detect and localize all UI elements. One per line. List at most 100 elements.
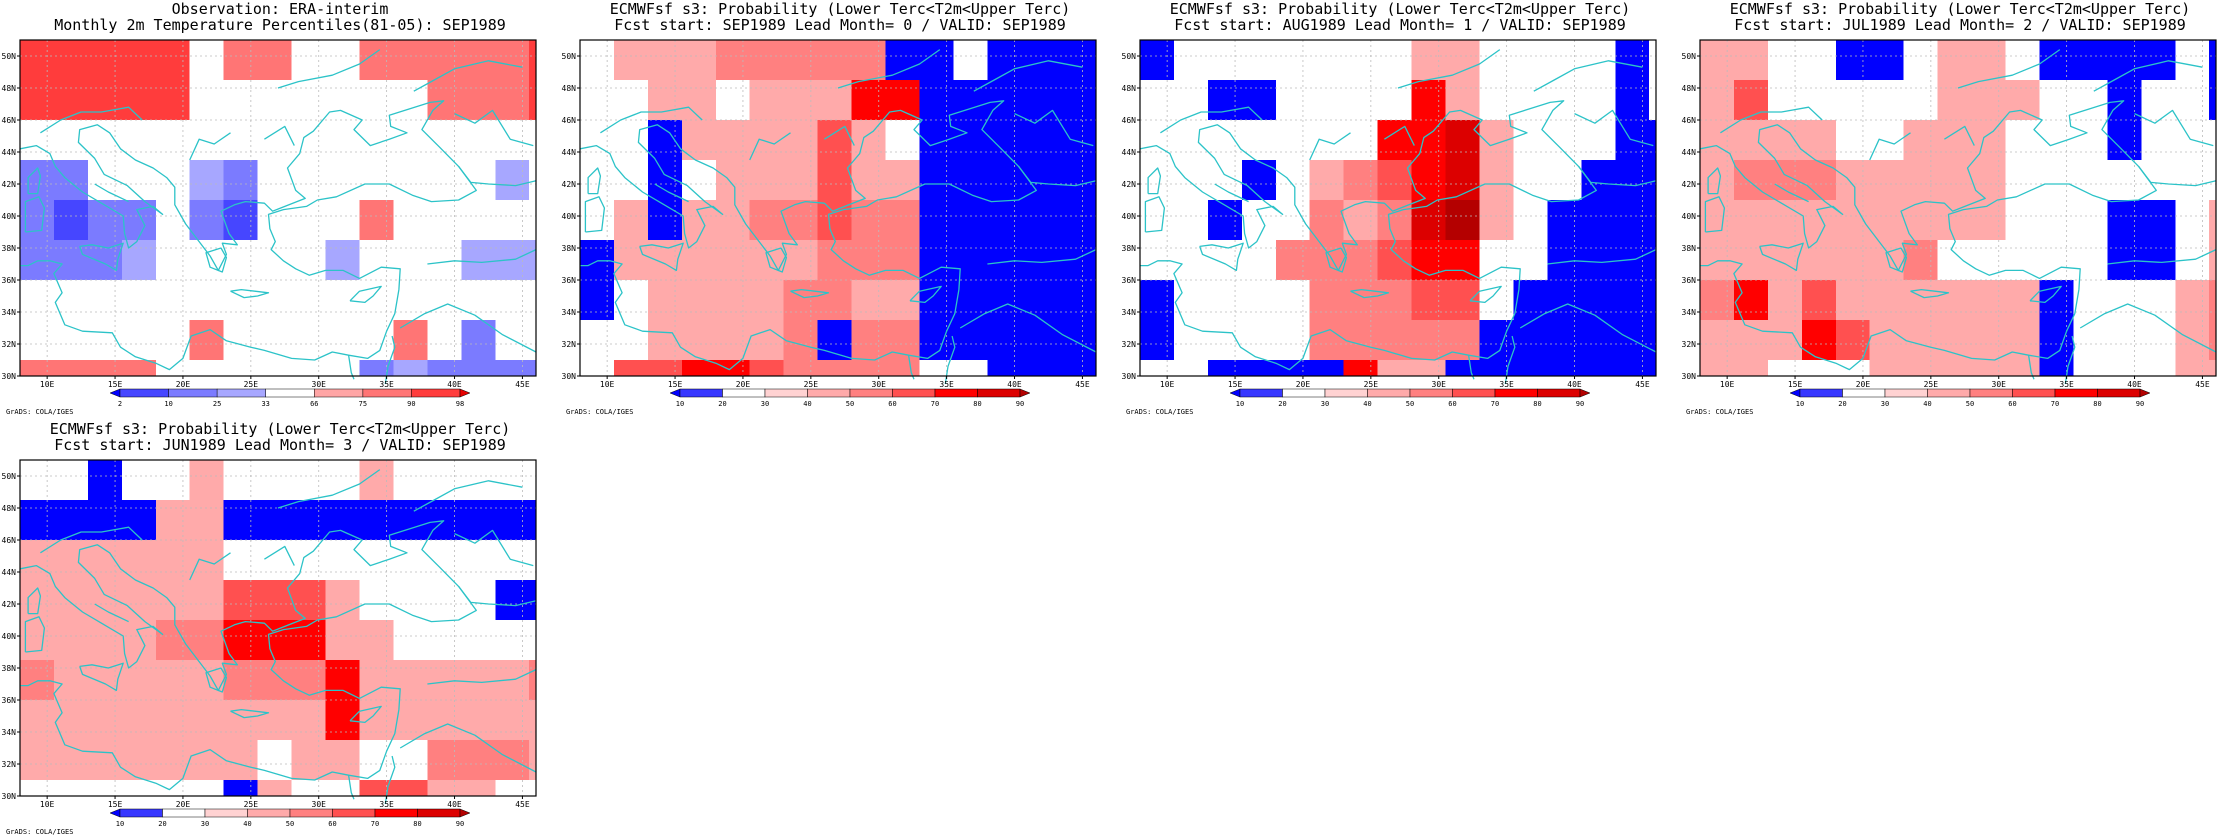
grid-cell	[1615, 160, 1650, 201]
grid-cell	[427, 620, 462, 661]
panel-title: ECMWFsf s3: Probability (Lower Terc<T2m<…	[609, 0, 1071, 18]
grid-cell	[1343, 240, 1379, 281]
grid-cell	[2039, 280, 2074, 321]
coastlines	[1699, 49, 2217, 385]
grid-cell	[885, 240, 920, 281]
colorbar-high-arrow	[1579, 388, 1591, 398]
grid-cell	[1767, 120, 1803, 161]
grid-cell	[291, 700, 327, 741]
grid-cell	[461, 460, 496, 501]
grid-cell	[427, 780, 462, 797]
panel-title: Observation: ERA-interim	[171, 0, 389, 18]
grid-cell	[529, 40, 537, 81]
grid-cell	[325, 80, 360, 121]
grid-cell	[851, 120, 887, 161]
grid-cell	[461, 240, 496, 281]
grid-cell	[2209, 360, 2217, 377]
grid-cell	[189, 40, 225, 81]
grid-cell	[121, 740, 157, 781]
coastline	[1957, 49, 2061, 89]
coastline	[1759, 242, 1804, 272]
grid-cell	[257, 580, 293, 621]
coastlines	[19, 49, 537, 385]
grid-cell	[257, 660, 293, 701]
grid-cell	[580, 280, 615, 321]
lon-tick-label: 30E	[312, 380, 327, 389]
grid-cell	[1275, 360, 1311, 377]
grid-cell	[1343, 320, 1379, 361]
grid-cell	[1649, 160, 1657, 201]
coastline	[2134, 109, 2214, 147]
colorbar-label: 70	[371, 820, 379, 828]
grid-cell	[817, 280, 853, 321]
colorbar-low-arrow	[109, 388, 121, 398]
grid-cell	[817, 80, 853, 121]
grid-cell	[189, 200, 225, 241]
grid-cell	[783, 80, 819, 121]
grid-cell	[1140, 40, 1175, 81]
map-plot: 10E 15E 20E 25E 30E 35E 40E 45E 30N 32N 34N 36N 38N 4…	[562, 39, 1097, 408]
grid-cell	[783, 240, 819, 281]
grid-cell	[1021, 40, 1056, 81]
grid-cell	[1547, 200, 1582, 241]
colorbar-swatch	[1452, 388, 1496, 398]
coastline	[24, 616, 46, 653]
grid-cell	[2175, 200, 2210, 241]
coastline	[347, 775, 355, 800]
grid-cell	[2175, 80, 2210, 121]
colorbar: 2 10 25 33 66 75 90 98	[109, 388, 471, 408]
grid-cell	[1055, 160, 1090, 201]
grid-cell	[155, 740, 191, 781]
lon-tick-label: 10E	[1720, 380, 1735, 389]
lon-tick-label: 35E	[2059, 380, 2074, 389]
colorbar-label: 70	[2051, 400, 2059, 408]
grid-cell	[2107, 280, 2142, 321]
lat-tick-label: 36N	[1682, 276, 1697, 285]
grid-cell	[953, 360, 988, 377]
grid-cell	[189, 360, 225, 377]
grid-cell	[1767, 200, 1803, 241]
grid-cell	[1377, 120, 1413, 161]
grid-cell	[1581, 240, 1616, 281]
coastline	[1519, 303, 1657, 353]
lat-tick-label: 36N	[562, 276, 577, 285]
map-plot: 10E 15E 20E 25E 30E 35E 40E 45E 30N 32N 34N 36N 38N 4…	[1682, 39, 2217, 408]
colorbar-swatch	[216, 388, 266, 398]
grid-cell	[1055, 200, 1090, 241]
grid-cell	[495, 460, 530, 501]
grid-cell	[1411, 200, 1447, 241]
coastline	[40, 106, 143, 134]
grid-cell	[1649, 280, 1657, 321]
grid-cell	[1275, 280, 1311, 321]
grid-cell	[495, 80, 530, 121]
panel-subtitle: Fcst start: SEP1989 Lead Month= 0 / VALI…	[614, 16, 1066, 34]
grid-cell	[1869, 360, 1905, 377]
grid-cell	[257, 460, 293, 501]
grid-cell	[1479, 240, 1514, 281]
lat-tick-label: 38N	[562, 244, 577, 253]
grid-cell	[223, 320, 259, 361]
grid-cell	[715, 80, 751, 121]
grid-cell	[851, 360, 887, 377]
grid-cell	[223, 360, 259, 377]
grid-cell	[1343, 200, 1379, 241]
grid-cell	[1835, 80, 1871, 121]
grid-cell	[1971, 160, 2007, 201]
grid-cell	[257, 80, 293, 121]
grid-cell	[580, 360, 615, 377]
coastline	[349, 705, 382, 724]
grid-cell	[461, 500, 496, 541]
grid-cell	[1767, 360, 1803, 377]
grid-cell	[155, 540, 191, 581]
coastline	[458, 166, 537, 187]
grid-cell	[257, 120, 293, 161]
grid-cell	[1343, 40, 1379, 81]
grid-cell	[325, 500, 360, 541]
grid-cell	[1733, 360, 1769, 377]
lon-tick-label: 40E	[1567, 380, 1582, 389]
coastline	[399, 303, 537, 353]
grid-cell	[1089, 360, 1097, 377]
grid-cell	[2209, 200, 2217, 241]
grid-cell	[1971, 200, 2007, 241]
grid-cell	[189, 280, 225, 321]
